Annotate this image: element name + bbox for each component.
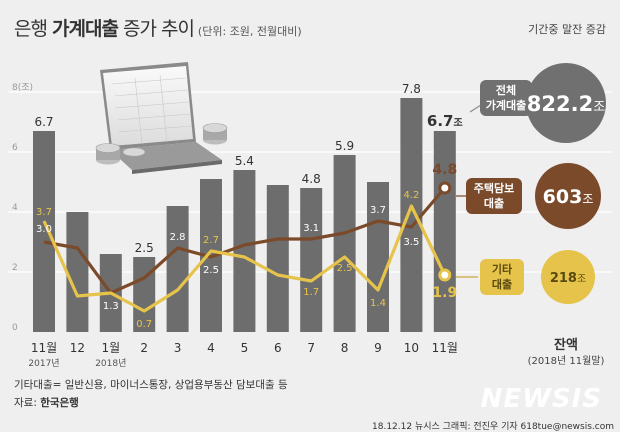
other-point-label: 1.4	[370, 298, 386, 309]
y-tick: 4	[12, 203, 18, 213]
mortgage-point-label: 2.5	[203, 265, 219, 276]
bar-1	[66, 212, 89, 332]
mortgage-label-2: 대출	[484, 196, 504, 210]
other-point-label: 1.7	[303, 287, 319, 298]
x-tick: 1월	[101, 341, 120, 355]
x-tick: 11월	[432, 341, 458, 355]
x-axis: 0 2 4 6 8(조) 11월 2017년 12 1월 2018년 2 3 4 5 6 7 8 9 10 11월	[12, 83, 458, 369]
year-label: 2018년	[95, 358, 126, 369]
x-tick: 11월	[31, 341, 57, 355]
mortgage-balance-value: 603조	[543, 186, 594, 208]
footnote: 기타대출= 일반신용, 마이너스통장, 상업용부동산 담보대출 등	[14, 379, 288, 391]
bar-3	[133, 257, 156, 332]
x-tick: 9	[374, 341, 382, 355]
laptop-coins-illustration	[95, 62, 228, 174]
mortgage-point-label: 3.5	[403, 237, 419, 248]
y-tick: 2	[12, 263, 18, 273]
mortgage-point-label: 2.8	[170, 232, 186, 243]
mortgage-point-label: 3.0	[36, 224, 52, 235]
bar-0	[33, 131, 55, 332]
mortgage-label-1: 주택담보	[474, 181, 514, 195]
line-labels: 3.0 1.3 2.8 2.5 3.1 3.7 3.5 4.8 3.7 0.7 2.7 1.7 2.5 1…	[36, 162, 457, 330]
balance-date: (2018년 11월말)	[528, 355, 605, 367]
unit-label: (단위: 조원, 전월대비)	[197, 25, 302, 38]
bar-4	[166, 206, 189, 332]
bar-11	[400, 98, 423, 332]
bar-10	[367, 182, 389, 332]
other-balance-value: 218조	[550, 271, 586, 286]
y-tick: 0	[12, 323, 18, 333]
bar-label: 4.8	[302, 172, 321, 186]
mortgage-point-label: 3.7	[370, 205, 386, 216]
x-tick: 8	[341, 341, 349, 355]
x-tick: 7	[307, 341, 315, 355]
newsis-watermark: NEWSIS	[480, 384, 602, 414]
other-point-label: 0.7	[136, 319, 152, 330]
other-label-2: 대출	[492, 277, 512, 291]
other-point-label: 2.7	[203, 235, 219, 246]
total-label-1: 전체	[496, 83, 516, 97]
period-note: 기간중 말잔 증감	[528, 23, 606, 36]
bar-label: 6.7	[34, 115, 53, 129]
bar-12	[433, 131, 456, 332]
bar-label: 5.4	[235, 154, 254, 168]
chart-title: 은행 가계대출 증가 추이 (단위: 조원, 전월대비)	[14, 18, 302, 40]
mortgage-point-label: 1.3	[103, 301, 119, 312]
x-tick: 10	[404, 341, 419, 355]
bar-label: 7.8	[402, 82, 421, 96]
bar-9	[333, 155, 356, 332]
balance-callouts: 전체 가계대출 822.2조 주택담보 대출 603조 기타 대출 218조 잔…	[456, 63, 606, 367]
other-point-label: 1.9	[432, 285, 457, 301]
balance-title: 잔액	[554, 337, 578, 353]
bar-series	[33, 98, 456, 332]
other-point-label: 4.2	[403, 190, 419, 201]
other-line	[42, 204, 447, 313]
total-label-2: 가계대출	[486, 98, 526, 112]
x-tick: 4	[207, 341, 215, 355]
other-end-point	[438, 268, 452, 282]
y-tick: 6	[12, 143, 18, 153]
mortgage-end-point	[438, 181, 452, 195]
total-balance-value: 822.2조	[527, 92, 605, 116]
other-label-1: 기타	[492, 262, 513, 276]
bar-label: 2.5	[135, 241, 154, 255]
bar-label: 6.7조	[427, 112, 463, 130]
bar-7	[266, 185, 289, 332]
other-point-label: 3.7	[36, 207, 52, 218]
x-tick: 5	[241, 341, 249, 355]
x-tick: 3	[174, 341, 182, 355]
mortgage-point-label: 3.1	[303, 223, 319, 234]
bar-6	[233, 170, 256, 332]
y-unit: 8(조)	[12, 83, 33, 93]
source: 자료: 한국은행	[14, 397, 79, 409]
bar-label: 5.9	[335, 139, 354, 153]
x-tick: 12	[70, 341, 85, 355]
mortgage-point-label: 4.8	[432, 162, 457, 178]
other-point-label: 2.5	[337, 263, 353, 274]
x-tick: 2	[140, 341, 148, 355]
bar-8	[300, 188, 323, 332]
line-series	[42, 181, 452, 313]
credit: 18.12.12 뉴시스 그래픽: 전진우 기자 618tue@newsis.c…	[372, 422, 615, 432]
coin-stack-icon	[95, 123, 228, 165]
x-tick: 6	[274, 341, 282, 355]
year-label: 2017년	[28, 358, 59, 369]
